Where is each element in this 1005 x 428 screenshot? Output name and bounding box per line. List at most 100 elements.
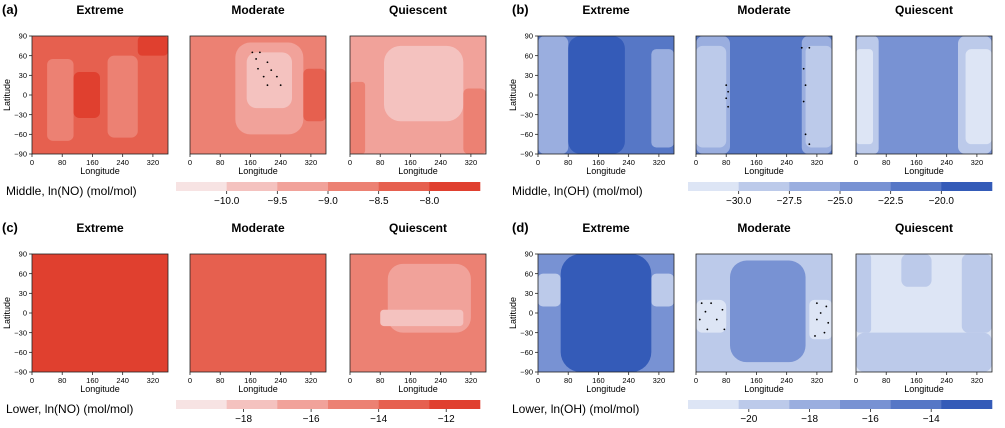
contour-region (856, 49, 873, 145)
y-tick-label: 90 (19, 32, 27, 41)
y-tick-label: −60 (14, 348, 27, 357)
colorbar: Lower, ln(OH) (mol/mol) −20 −18 −16 −14 (512, 400, 993, 425)
contour-region (463, 88, 486, 154)
colorbar-label: Lower, ln(NO) (mol/mol) (6, 402, 133, 416)
y-tick-label: −90 (520, 150, 533, 159)
x-tick-label: 160 (750, 376, 763, 385)
colorbar-segment (429, 400, 481, 409)
site-marker (802, 100, 805, 103)
x-tick-label: 0 (536, 376, 540, 385)
x-tick-label: 160 (244, 158, 257, 167)
x-axis-label: Longitude (238, 384, 278, 394)
plot-frame (349, 35, 487, 155)
site-marker (706, 328, 709, 331)
x-tick-label: 320 (305, 376, 318, 385)
x-tick-label: 320 (147, 376, 160, 385)
colorbar-segment (890, 182, 942, 191)
x-tick-label: 240 (274, 376, 287, 385)
x-tick-label: 320 (811, 376, 824, 385)
site-marker (710, 302, 713, 305)
plot-frame (695, 35, 833, 155)
site-marker (258, 51, 261, 54)
colorbar-tick-label: −27.5 (777, 196, 803, 207)
y-tick-label: 0 (23, 309, 27, 318)
site-marker (279, 84, 282, 87)
panel-title: Quiescent (389, 3, 447, 17)
y-tick-label: −90 (14, 368, 27, 377)
contour-region (384, 45, 464, 122)
x-tick-label: 240 (622, 376, 635, 385)
panel-title: Moderate (231, 221, 285, 235)
y-tick-label: 30 (19, 289, 27, 298)
colorbar-label: Lower, ln(OH) (mol/mol) (512, 402, 639, 416)
colorbar-tick-label: −8.0 (419, 196, 439, 207)
contour-region (965, 49, 992, 145)
x-tick-label: 320 (811, 158, 824, 167)
panel-quiescent: Quiescent 0 80 160 240 320 Longitude (348, 221, 487, 394)
colorbar-label: Middle, ln(NO) (mol/mol) (6, 184, 137, 198)
colorbar: Middle, ln(NO) (mol/mol) −10.0 −9.5 −9.0 −8.… (6, 182, 481, 207)
x-tick-label: 320 (653, 158, 666, 167)
colorbar-tick-label: −20.0 (929, 196, 955, 207)
colorbar: Lower, ln(NO) (mol/mol) −18 −16 −14 −12 (6, 400, 481, 425)
colorbar-segment (840, 400, 891, 409)
y-tick-label: 90 (525, 250, 533, 259)
panel-title: Quiescent (895, 221, 953, 235)
colorbar-segment (738, 400, 790, 409)
colorbar-segment (277, 182, 329, 191)
field-background (190, 254, 326, 372)
contour-region (651, 49, 674, 148)
x-tick-label: 0 (694, 376, 698, 385)
colorbar: Middle, ln(OH) (mol/mol) −30.0 −27.5 −25.0 −… (512, 182, 993, 207)
y-tick-label: 30 (525, 289, 533, 298)
contour-region (560, 254, 652, 372)
colorbar-segment (789, 400, 841, 409)
y-axis-label: Latitude (2, 79, 12, 111)
x-tick-label: 0 (536, 158, 540, 167)
colorbar-segment (176, 182, 227, 191)
x-tick-label: 80 (882, 376, 890, 385)
x-tick-label: 80 (376, 376, 384, 385)
colorbar-segment (789, 182, 841, 191)
y-tick-label: 30 (525, 71, 533, 80)
x-tick-label: 240 (780, 158, 793, 167)
site-marker (262, 75, 265, 78)
site-marker (721, 308, 724, 311)
site-marker (727, 90, 730, 93)
site-marker (800, 46, 803, 49)
figure-group-d: (d) Extreme 0 80 160 240 320 Longitude −90 −60 −30… (508, 220, 993, 425)
panel-extreme: Extreme 0 80 160 240 320 Longitude −90 −60 −30 0 30… (508, 3, 675, 176)
site-marker (825, 305, 828, 308)
x-tick-label: 320 (971, 158, 984, 167)
x-tick-label: 320 (465, 376, 478, 385)
x-axis-label: Longitude (744, 384, 784, 394)
y-tick-label: −30 (520, 110, 533, 119)
x-tick-label: 160 (404, 158, 417, 167)
x-tick-label: 240 (940, 376, 953, 385)
colorbar-segment (429, 182, 481, 191)
plot-frame (855, 253, 993, 373)
figure-group-c: (c) Extreme 0 80 160 240 320 Longitude −90 −60 −30… (2, 220, 487, 425)
contour-region (107, 55, 138, 138)
panel-title: Quiescent (895, 3, 953, 17)
site-marker (808, 46, 811, 49)
x-tick-label: 240 (434, 376, 447, 385)
colorbar-segment (328, 182, 379, 191)
figure-group-b: (b) Extreme 0 80 160 240 320 Longitude −90 −60 −30… (508, 2, 993, 207)
group-label: (d) (512, 220, 529, 235)
y-tick-label: −30 (14, 328, 27, 337)
colorbar-segment (226, 400, 278, 409)
x-tick-label: 160 (592, 158, 605, 167)
y-tick-label: 90 (525, 32, 533, 41)
site-marker (266, 84, 269, 87)
x-axis-label: Longitude (744, 166, 784, 176)
contour-region (246, 52, 292, 109)
panel-title: Extreme (582, 3, 630, 17)
y-tick-label: 30 (19, 71, 27, 80)
contour-region (137, 36, 168, 56)
x-tick-label: 240 (116, 158, 129, 167)
x-tick-label: 0 (30, 376, 34, 385)
x-tick-label: 80 (216, 376, 224, 385)
y-axis-label: Latitude (2, 297, 12, 329)
